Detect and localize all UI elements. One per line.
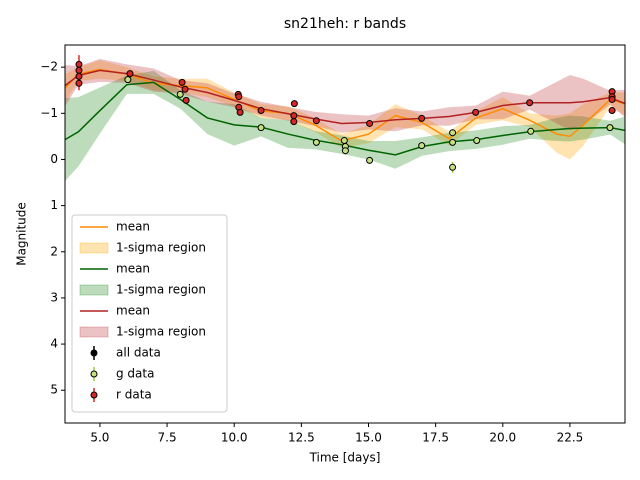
marker <box>90 349 98 357</box>
y-tick-label: 3 <box>50 290 58 304</box>
marker <box>341 147 349 155</box>
x-tick-label: 15.0 <box>355 431 382 445</box>
legend-label: 1-sigma region <box>116 241 206 255</box>
x-tick-label: 20.0 <box>489 431 516 445</box>
legend-box <box>71 214 228 413</box>
mean-line <box>65 81 625 156</box>
chart-title: sn21heh: r bands <box>284 16 406 32</box>
y-tick-label: −2 <box>40 60 58 74</box>
marker <box>178 78 186 86</box>
marker <box>236 108 244 116</box>
marker <box>449 138 457 146</box>
legend-label: mean <box>116 304 150 318</box>
marker <box>75 66 83 74</box>
marker <box>340 137 348 145</box>
marker <box>235 93 243 101</box>
sigma-band <box>65 60 625 160</box>
plot-area <box>65 55 625 182</box>
x-tick-label: 17.5 <box>422 431 449 445</box>
marker <box>366 156 374 164</box>
marker <box>527 127 535 135</box>
legend-label: r data <box>116 388 152 402</box>
y-tick-label: 0 <box>50 152 58 166</box>
marker <box>608 107 616 115</box>
legend-patch <box>79 326 109 338</box>
marker <box>257 124 265 132</box>
sigma-band <box>65 70 625 182</box>
marker <box>75 60 83 68</box>
marker <box>257 107 265 115</box>
marker <box>312 117 320 125</box>
legend-label: mean <box>116 220 150 234</box>
marker <box>75 72 83 80</box>
marker <box>124 76 132 84</box>
marker <box>418 142 426 150</box>
marker <box>472 108 480 116</box>
marker <box>449 163 457 171</box>
mean-line <box>65 69 625 125</box>
marker <box>449 129 457 137</box>
x-tick-label: 12.5 <box>288 431 315 445</box>
marker <box>526 99 534 107</box>
marker <box>290 112 298 120</box>
y-axis-label: Magnitude <box>15 202 29 266</box>
marker <box>75 79 83 87</box>
x-tick-label: 22.5 <box>557 431 584 445</box>
marker <box>182 96 190 104</box>
x-tick-label: 10.0 <box>221 431 248 445</box>
marker <box>90 370 98 378</box>
marker <box>90 391 98 399</box>
y-tick-label: 2 <box>50 244 58 258</box>
marker <box>176 90 184 98</box>
legend-patch <box>79 242 109 254</box>
legend-label: 1-sigma region <box>116 283 206 297</box>
legend: mean 1-sigma region mean 1-sigma region mean… <box>71 214 228 413</box>
x-axis-label: Time [days] <box>309 451 381 465</box>
y-tick-label: −1 <box>40 106 58 120</box>
x-tick-label: 7.5 <box>158 431 177 445</box>
y-tick-label: 4 <box>50 337 58 351</box>
legend-label: mean <box>116 262 150 276</box>
legend-label: g data <box>116 367 154 381</box>
marker <box>126 70 134 78</box>
marker <box>418 114 426 122</box>
legend-label: all data <box>116 346 161 360</box>
mean-line <box>65 68 625 142</box>
marker <box>312 138 320 146</box>
marker <box>181 85 189 93</box>
y-tick-label: 1 <box>50 198 58 212</box>
axes-frame <box>64 44 626 424</box>
marker <box>290 118 298 126</box>
y-tick-label: 5 <box>50 383 58 397</box>
legend-patch <box>79 284 109 296</box>
x-tick-label: 5.0 <box>90 431 109 445</box>
legend-label: 1-sigma region <box>116 325 206 339</box>
marker <box>290 100 298 108</box>
marker <box>366 119 374 127</box>
marker <box>606 124 614 132</box>
marker <box>473 137 481 145</box>
marker <box>608 95 616 103</box>
